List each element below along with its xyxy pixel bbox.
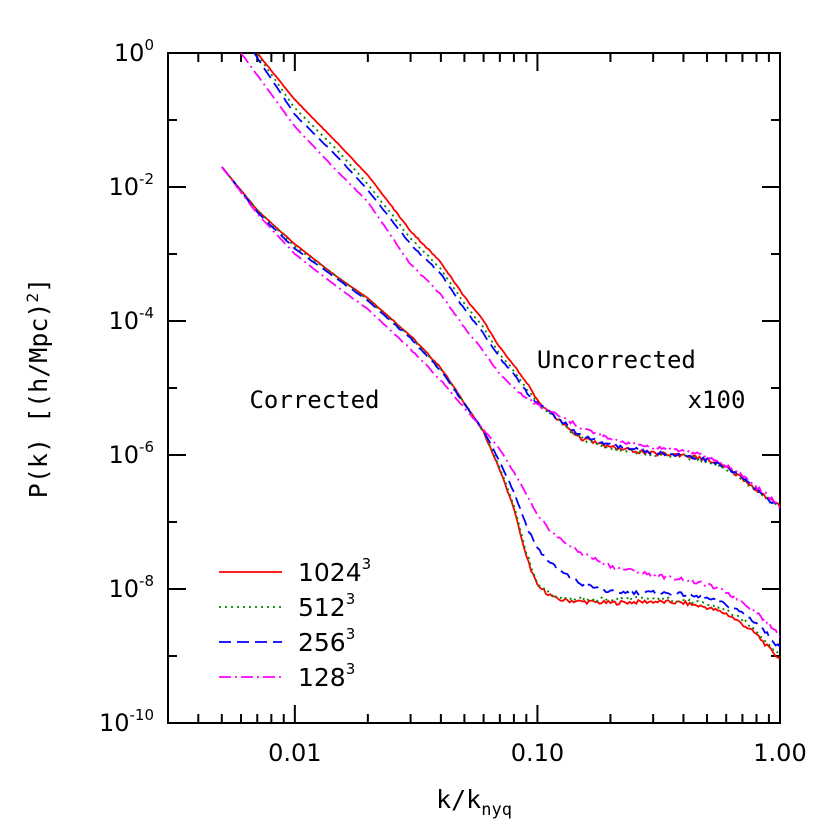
- x-tick-label: 1.00: [753, 739, 806, 767]
- y-tick-label: 10-4: [108, 304, 154, 335]
- annotation-label: Corrected: [249, 386, 379, 414]
- legend-label: 10243: [298, 555, 371, 587]
- y-tick-label: 10-2: [108, 170, 154, 201]
- series-layer: [221, 52, 781, 660]
- annotations: Uncorrected x100 Corrected: [249, 346, 745, 414]
- tick-labels: 0.01 0.10 1.00 100 10-2 10-4 10-6 10-8 10-10: [99, 36, 807, 767]
- annotation-label: x100: [688, 386, 746, 414]
- series-line-uncorrected-2: [253, 52, 781, 511]
- series-line-corrected-3: [221, 166, 781, 638]
- axis-ticks: [167, 52, 781, 724]
- y-tick-label: 100: [114, 36, 154, 67]
- legend-label: 2563: [298, 625, 355, 657]
- series-line-corrected-2: [221, 166, 781, 648]
- y-axis-title: P(k) [(h/Mpc)2]: [23, 278, 53, 498]
- x-tick-label: 0.10: [511, 739, 564, 767]
- x-axis-title: k/knyq: [436, 785, 512, 820]
- y-tick-label: 10-10: [99, 706, 154, 737]
- series-line-uncorrected-0: [256, 52, 781, 509]
- annotation-label: Uncorrected: [537, 346, 696, 374]
- series-line-uncorrected-3: [240, 52, 781, 508]
- y-tick-label: 10-8: [108, 572, 154, 603]
- y-tick-label: 10-6: [108, 438, 154, 469]
- legend-label: 5123: [298, 590, 355, 622]
- series-line-uncorrected-1: [256, 54, 781, 509]
- x-tick-label: 0.01: [268, 739, 321, 767]
- legend-label: 1283: [298, 660, 355, 692]
- series-line-corrected-1: [221, 166, 781, 658]
